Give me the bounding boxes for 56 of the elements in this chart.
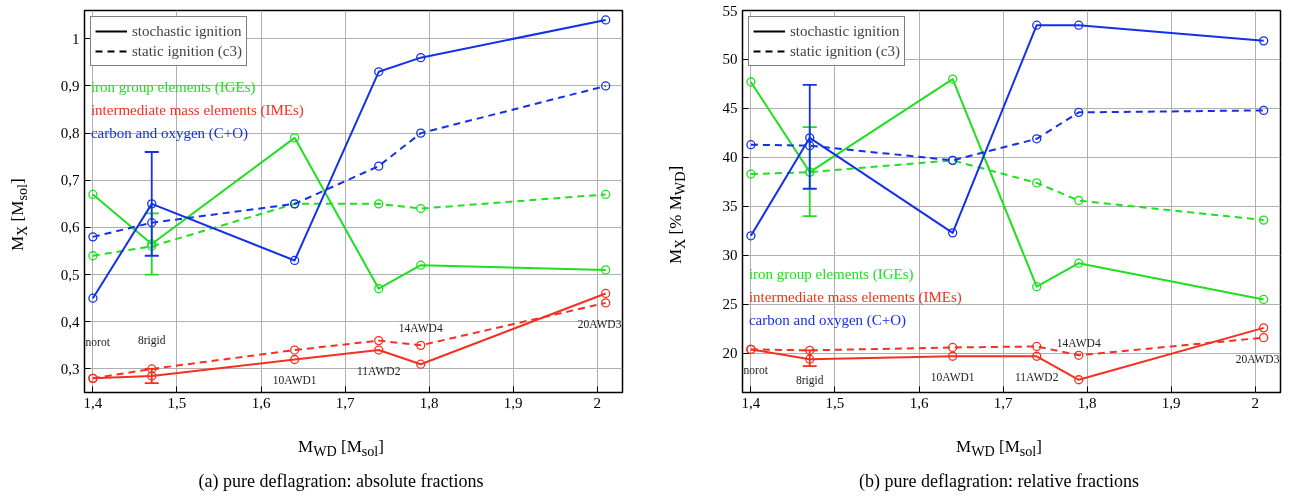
x-axis-title: M$_{WD}$ [M$_{sol}$] <box>956 436 1042 462</box>
text: (b) pure deflagration: relative fractions <box>859 470 1139 493</box>
x-axis-title: M$_{WD}$ [M$_{sol}$] <box>298 436 384 462</box>
annotation: 14AWD4 <box>1056 337 1101 350</box>
annotation: norot <box>85 336 111 349</box>
y-tick-label: 0,5 <box>60 266 80 283</box>
y-tick-label: 20 <box>722 345 738 362</box>
x-tick-label: 1,4 <box>741 394 761 411</box>
text: (a) pure deflagration: absolute fractions <box>198 470 484 493</box>
y-tick-label: 0,6 <box>60 219 80 236</box>
y-tick-label: 35 <box>722 198 738 215</box>
y-tick-label: 55 <box>722 2 738 19</box>
annotation: 8rigid <box>138 333 166 347</box>
annotation: 8rigid <box>796 374 824 388</box>
x-tick-label: 1,9 <box>503 394 523 411</box>
x-tick-label: 1,6 <box>909 394 929 411</box>
y-tick-label: 25 <box>722 296 738 313</box>
y-tick-label: 0,7 <box>60 172 80 189</box>
x-tick-label: 1,5 <box>825 394 845 411</box>
annotation: stochastic ignition <box>132 22 242 40</box>
x-tick-label: 1,7 <box>993 394 1013 411</box>
x-tick-label: 1,8 <box>419 394 439 411</box>
x-tick-label: 1,6 <box>251 394 271 411</box>
y-tick-label: 30 <box>722 247 738 264</box>
x-tick-label: 1,8 <box>1077 394 1097 411</box>
x-tick-label: 1,4 <box>83 394 103 411</box>
annotation: iron group elements (IGEs) <box>748 266 914 284</box>
annotation: 10AWD1 <box>272 374 317 387</box>
annotation: 20AWD3 <box>1235 352 1280 365</box>
x-tick-label: 2 <box>593 394 602 411</box>
annotation: 10AWD1 <box>930 371 975 384</box>
y-tick-label: 1 <box>72 30 80 47</box>
annotation: intermediate mass elements (IMEs) <box>748 289 962 306</box>
annotation: carbon and oxygen (C+O) <box>90 124 249 142</box>
y-tick-label: 50 <box>722 51 738 68</box>
y-tick-label: 45 <box>722 100 738 117</box>
x-tick-label: 1,5 <box>167 394 187 411</box>
y-tick-label: 40 <box>722 149 738 166</box>
x-tick-label: 2 <box>1251 394 1260 411</box>
annotation: norot <box>743 364 769 377</box>
x-tick-label: 1,9 <box>1161 394 1181 411</box>
annotation: intermediate mass elements (IMEs) <box>90 101 304 119</box>
annotation: 14AWD4 <box>398 321 443 334</box>
annotation: static ignition (c3) <box>790 42 900 60</box>
y-tick-label: 0,8 <box>60 125 80 142</box>
y-tick-label: 0,4 <box>60 313 80 330</box>
annotation: carbon and oxygen (C+O) <box>748 311 907 329</box>
annotation: static ignition (c3) <box>132 42 242 60</box>
y-tick-label: 0,3 <box>60 360 80 377</box>
annotation: 20AWD3 <box>577 317 622 330</box>
annotation: 11AWD2 <box>357 365 401 378</box>
annotation: stochastic ignition <box>790 22 900 40</box>
y-tick-label: 0,9 <box>60 77 80 94</box>
annotation: iron group elements (IGEs) <box>90 78 256 96</box>
annotation: 11AWD2 <box>1015 371 1059 384</box>
x-tick-label: 1,7 <box>335 394 355 411</box>
